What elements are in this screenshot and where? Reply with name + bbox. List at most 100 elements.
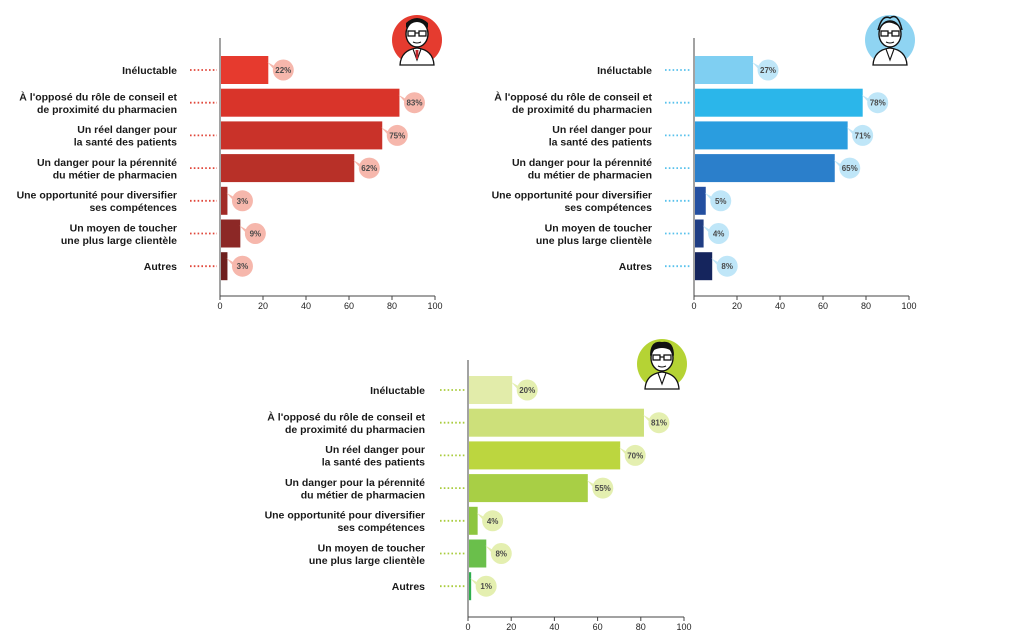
data-label: 3%: [237, 262, 249, 271]
category-label-line: Une opportunité pour diversifier: [17, 190, 177, 202]
bar: [469, 506, 478, 535]
bar: [469, 572, 472, 601]
x-tick-label: 80: [636, 622, 646, 632]
category-label: Autres: [144, 261, 177, 273]
data-label: 1%: [480, 582, 492, 591]
category-label-line: de proximité du pharmacien: [512, 104, 652, 116]
pharmacist-avatar-icon: [637, 339, 687, 390]
bar: [221, 252, 228, 281]
bar: [221, 154, 355, 183]
category-label-line: Un moyen de toucher: [70, 222, 177, 234]
category-label-line: ses compétences: [564, 202, 652, 214]
bar: [695, 121, 848, 150]
x-tick-label: 20: [258, 301, 268, 311]
category-label-line: À l'opposé du rôle de conseil et: [19, 90, 177, 103]
bar: [695, 88, 863, 117]
x-tick-label: 60: [593, 622, 603, 632]
bar: [695, 154, 835, 183]
data-label: 4%: [487, 517, 499, 526]
category-label-line: du métier de pharmacien: [301, 489, 425, 501]
value-bubble: 4%: [702, 223, 730, 244]
bar: [469, 474, 588, 503]
category-label-line: Un danger pour la pérennité: [285, 477, 425, 489]
category-label-line: Un réel danger pour: [552, 124, 652, 136]
chart-red: 0 20 40 60 80 100 Inéluctable 22% À l'opposé du …: [17, 15, 443, 311]
value-bubble: 3%: [226, 190, 253, 212]
data-label: 65%: [842, 164, 858, 173]
value-bubble: 75%: [381, 124, 408, 146]
bar: [469, 539, 487, 568]
category-label-line: de proximité du pharmacien: [37, 104, 177, 116]
data-label: 8%: [721, 262, 733, 271]
x-tick-label: 0: [691, 301, 696, 311]
x-tick-label: 20: [732, 301, 742, 311]
chart-blue: 0 20 40 60 80 100 Inéluctable 27% À l'opposé du …: [492, 15, 917, 311]
category-label-line: du métier de pharmacien: [528, 169, 652, 181]
bar: [695, 219, 704, 248]
data-label: 75%: [389, 131, 405, 140]
category-label: Autres: [392, 581, 425, 593]
value-bubble: 8%: [485, 543, 512, 564]
category-label-line: du métier de pharmacien: [53, 169, 177, 181]
data-label: 71%: [855, 131, 871, 140]
category-label-line: de proximité du pharmacien: [285, 424, 425, 436]
category-label-line: Autres: [619, 261, 652, 273]
value-bubble: 70%: [619, 444, 646, 466]
bar: [221, 56, 269, 84]
category-label-line: une plus large clientèle: [309, 555, 425, 567]
data-label: 3%: [237, 197, 249, 206]
x-tick-label: 40: [549, 622, 559, 632]
value-bubble: 20%: [511, 379, 538, 401]
value-bubble: 5%: [704, 190, 732, 212]
x-tick-label: 100: [427, 301, 442, 311]
value-bubble: 3%: [226, 255, 253, 277]
pharmacist-avatar-icon: [865, 15, 915, 66]
category-label-line: une plus large clientèle: [61, 235, 177, 247]
bar: [221, 121, 383, 150]
category-label-line: Un moyen de toucher: [318, 542, 425, 554]
category-label-line: Un réel danger pour: [77, 124, 177, 136]
category-label: Autres: [619, 261, 652, 273]
x-tick-label: 0: [465, 622, 470, 632]
category-label: Inéluctable: [122, 65, 177, 77]
bar: [695, 252, 713, 281]
value-bubble: 81%: [642, 412, 670, 434]
category-label-line: Inéluctable: [597, 65, 652, 77]
category-label-line: une plus large clientèle: [536, 235, 652, 247]
value-bubble: 55%: [586, 477, 614, 499]
value-bubble: 22%: [267, 59, 294, 81]
bar: [221, 88, 400, 117]
category-label-line: Une opportunité pour diversifier: [492, 190, 652, 202]
data-label: 55%: [595, 484, 611, 493]
data-label: 27%: [760, 66, 776, 75]
value-bubble: 4%: [476, 510, 504, 532]
value-bubble: 8%: [711, 255, 738, 277]
bar: [469, 441, 621, 470]
x-tick-label: 60: [344, 301, 354, 311]
data-label: 5%: [715, 197, 727, 206]
bar: [469, 376, 513, 404]
x-tick-label: 0: [217, 301, 222, 311]
category-label: Inéluctable: [597, 65, 652, 77]
x-tick-label: 40: [301, 301, 311, 311]
x-tick-label: 60: [818, 301, 828, 311]
x-tick-label: 40: [775, 301, 785, 311]
bar: [221, 186, 228, 215]
bar: [695, 186, 706, 215]
value-bubble: 1%: [470, 575, 497, 597]
value-bubble: 9%: [239, 223, 266, 244]
category-label-line: Une opportunité pour diversifier: [265, 510, 425, 522]
category-label-line: la santé des patients: [322, 457, 425, 469]
